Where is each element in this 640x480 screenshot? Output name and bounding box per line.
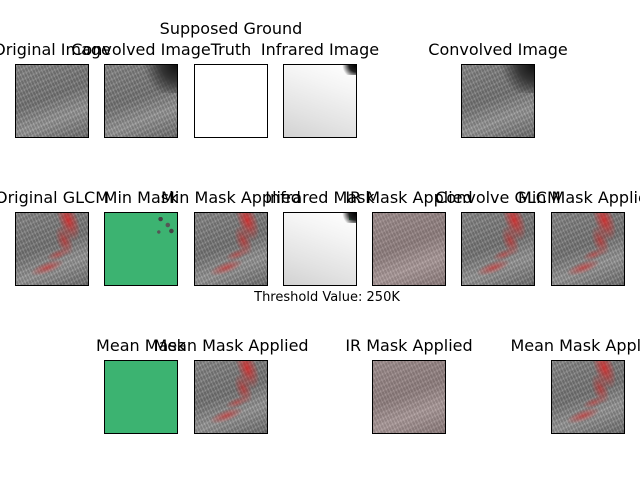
mean-mask-applied-panel-2 xyxy=(551,360,625,434)
title-min-mask-applied-2: Min Mask Applied xyxy=(518,188,640,207)
ir-mask-applied-panel xyxy=(372,212,446,286)
original-glcm-panel xyxy=(15,212,89,286)
infrared-mask-corner xyxy=(349,213,356,220)
min-mask-applied-panel-2 xyxy=(551,212,625,286)
title-infrared-image: Infrared Image xyxy=(260,40,380,59)
title-ir-mask-applied: IR Mask Applied xyxy=(345,188,473,207)
title-original-image: Original Image xyxy=(0,40,111,59)
original-image-panel xyxy=(15,64,89,138)
convolved-image-panel xyxy=(104,64,178,138)
title-ir-mask-applied-2: IR Mask Applied xyxy=(345,336,473,355)
infrared-mask-panel xyxy=(283,212,357,286)
title-mean-mask-applied: Mean Mask Applied xyxy=(153,336,309,355)
title-mean-mask-applied-2: Mean Mask Applied xyxy=(510,336,640,355)
title-min-mask: Min Mask xyxy=(103,188,179,207)
title-infrared-mask: Infrared Mask xyxy=(265,188,375,207)
title-mean-mask: Mean Mask xyxy=(96,336,186,355)
title-ground-truth-line2: Truth xyxy=(210,40,252,59)
title-ground-truth-line1: Supposed Ground xyxy=(159,19,303,38)
convolved-image-panel-2 xyxy=(461,64,535,138)
title-convolved-image: Convolved Image xyxy=(71,40,211,59)
threshold-label: Threshold Value: 250K xyxy=(254,290,400,305)
min-mask-panel xyxy=(104,212,178,286)
infrared-image-panel xyxy=(283,64,357,138)
mask-noise-dots xyxy=(157,217,175,237)
title-original-glcm: Original GLCM xyxy=(0,188,109,207)
mean-mask-panel xyxy=(104,360,178,434)
ir-mask-applied-panel-2 xyxy=(372,360,446,434)
mean-mask-applied-panel xyxy=(194,360,268,434)
ground-truth-panel xyxy=(194,64,268,138)
title-convolve-glcm: Convolve GLCM xyxy=(435,188,561,207)
title-min-mask-applied: Min Mask Applied xyxy=(161,188,301,207)
min-mask-applied-panel xyxy=(194,212,268,286)
convolve-glcm-panel xyxy=(461,212,535,286)
title-convolved-image-2: Convolved Image xyxy=(428,40,568,59)
